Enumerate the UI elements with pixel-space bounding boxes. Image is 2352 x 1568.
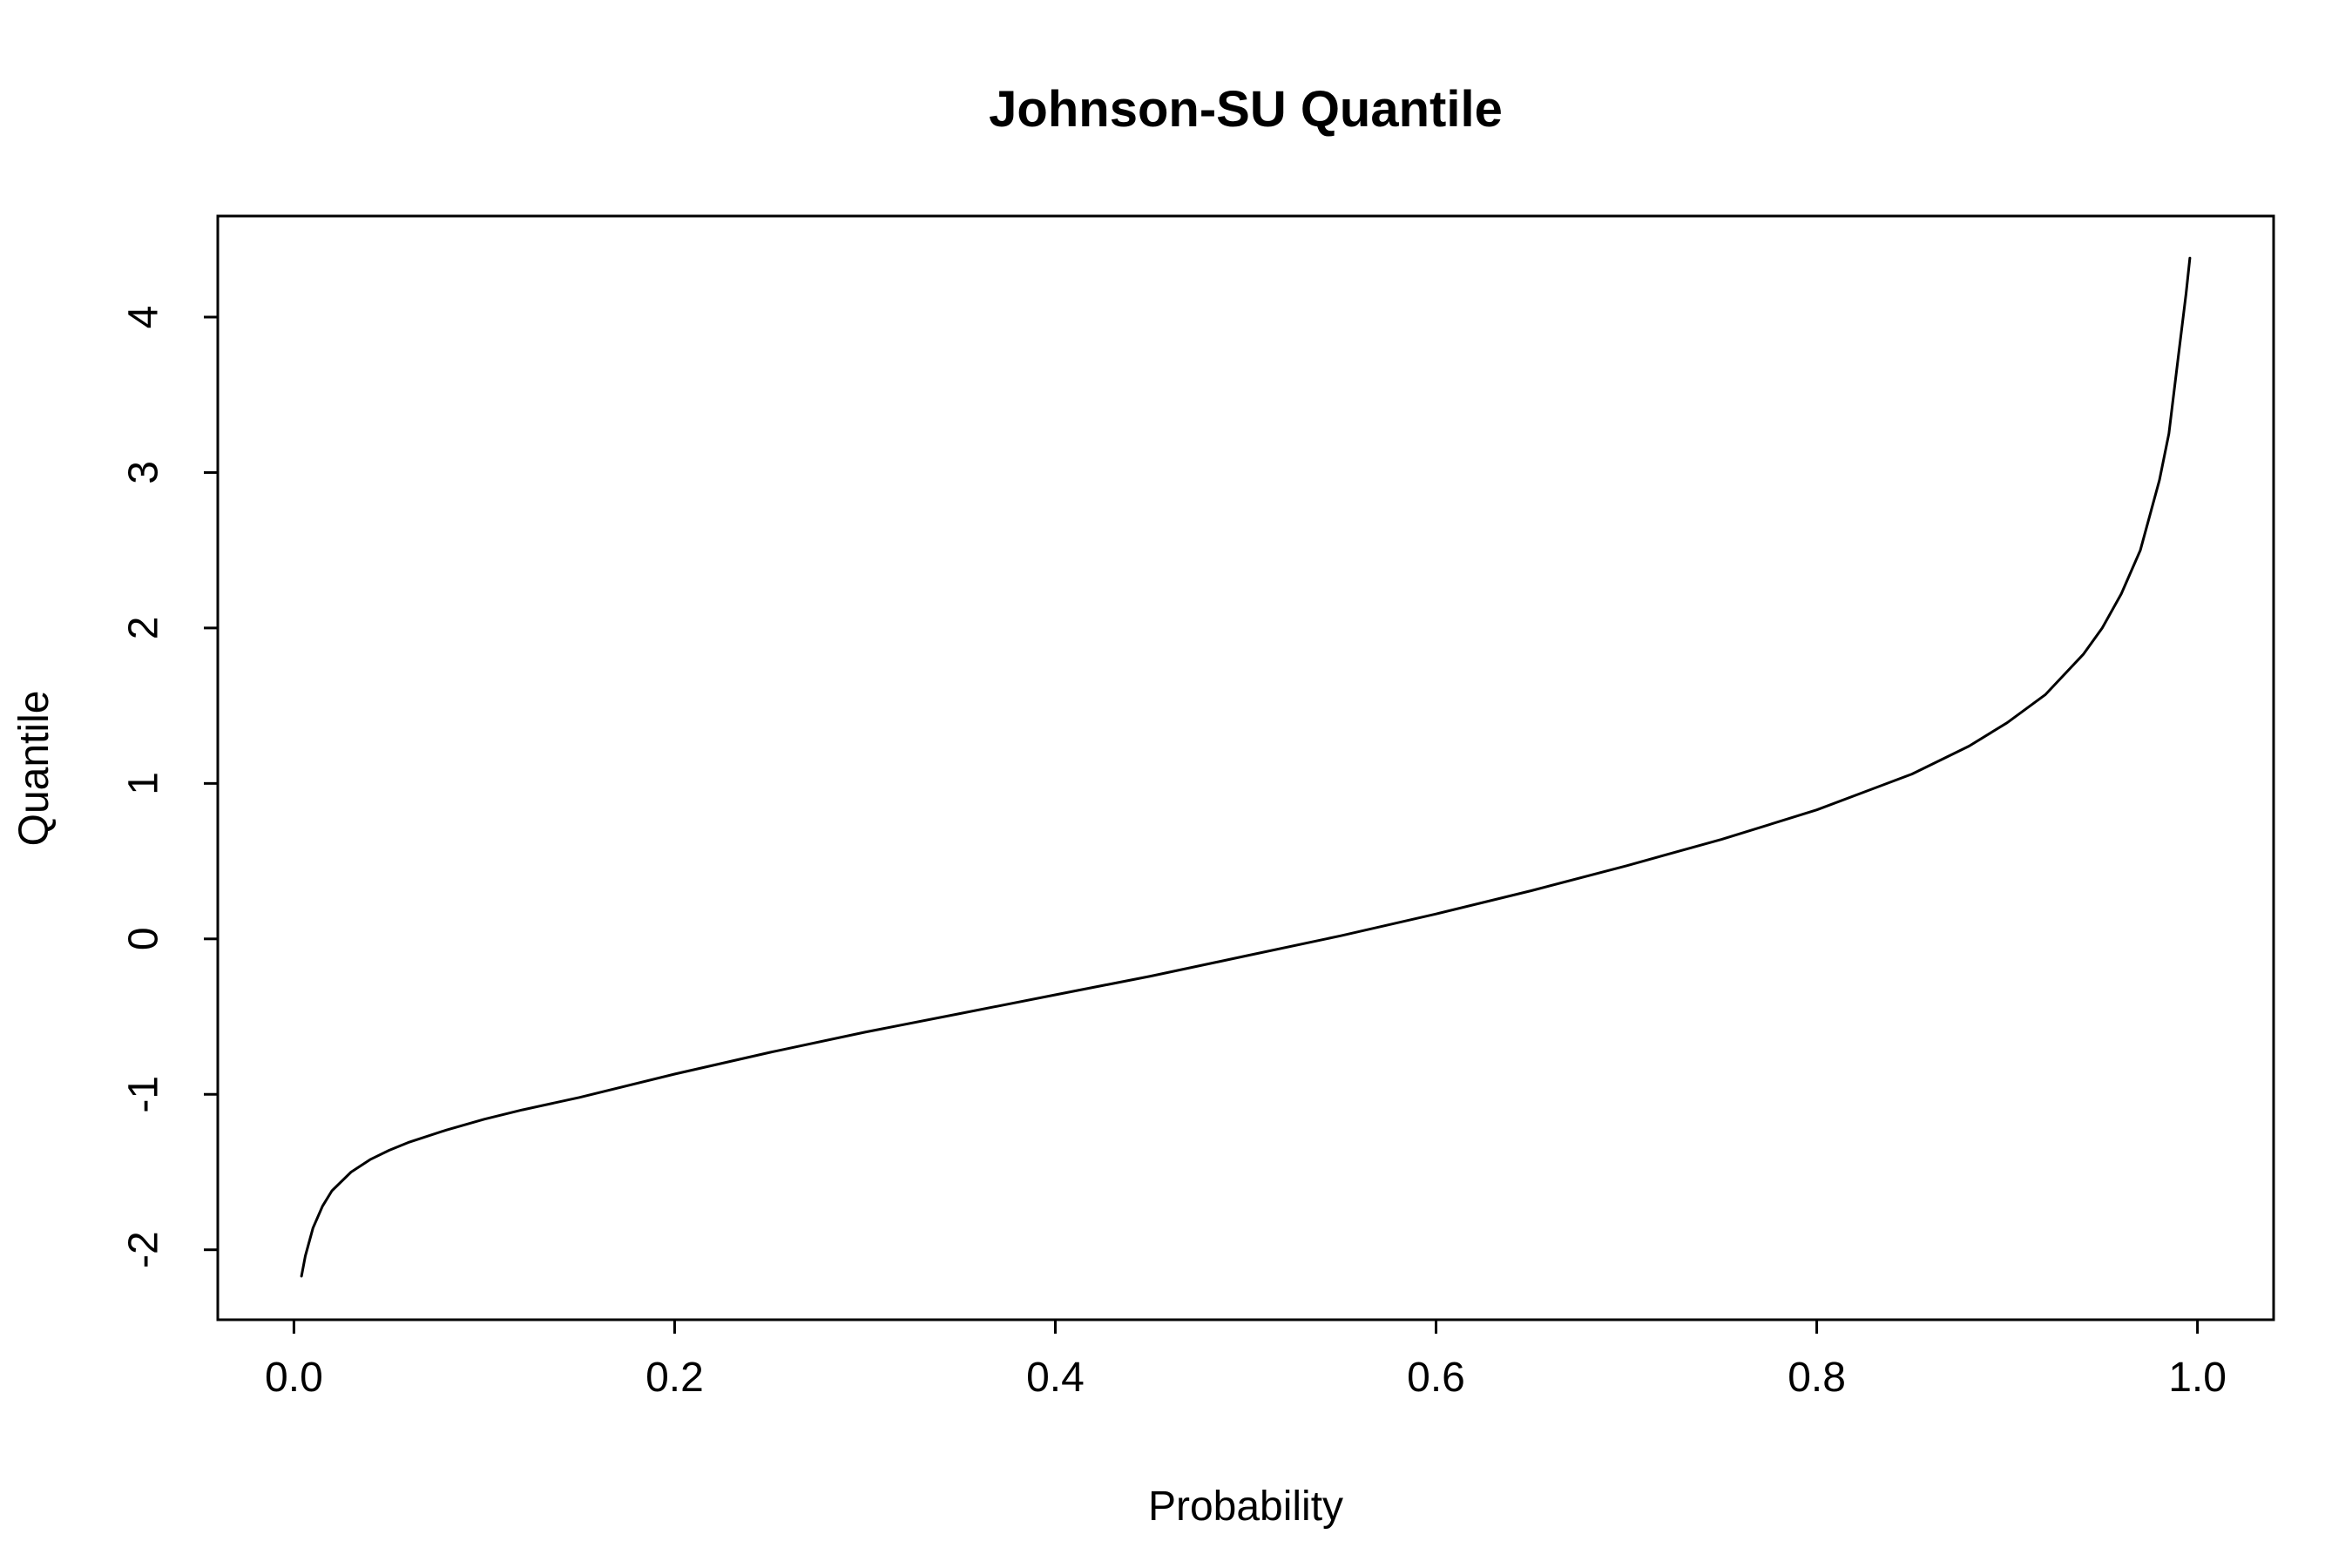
y-axis: -2 -1 0 1 2 3 4 (121, 306, 220, 1268)
x-tick-label: 1.0 (2168, 1355, 2227, 1401)
y-tick-label: 3 (121, 461, 167, 484)
x-axis: 0.0 0.2 0.4 0.6 0.8 1.0 (265, 1318, 2227, 1401)
y-tick-label: -1 (121, 1076, 167, 1113)
x-tick-label: 0.8 (1788, 1355, 1846, 1401)
quantile-series-line (300, 256, 2192, 1278)
y-tick-label: -2 (121, 1231, 167, 1268)
y-tick-label: 4 (121, 306, 167, 329)
x-tick-label: 0.2 (645, 1355, 704, 1401)
plot-area (300, 256, 2192, 1278)
y-tick-label: 0 (121, 927, 167, 950)
y-axis-label: Quantile (11, 691, 57, 847)
chart-title: Johnson-SU Quantile (989, 81, 1503, 138)
x-tick-label: 0.4 (1026, 1355, 1085, 1401)
y-tick-label: 1 (121, 772, 167, 795)
y-tick-label: 2 (121, 617, 167, 640)
x-tick-label: 0.6 (1407, 1355, 1465, 1401)
x-tick-label: 0.0 (265, 1355, 323, 1401)
x-axis-label: Probability (1148, 1484, 1343, 1530)
